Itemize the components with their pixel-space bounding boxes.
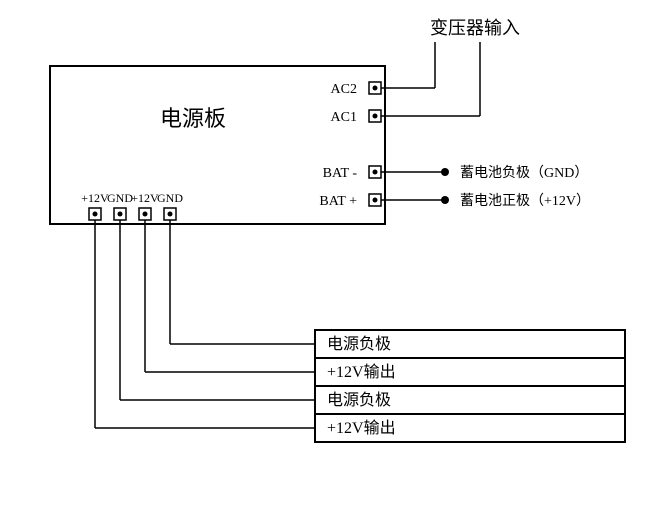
label-bat_minus: BAT - — [323, 166, 358, 181]
output-row-1-label: +12V输出 — [327, 363, 396, 381]
wire — [373, 170, 378, 175]
power-board-title: 电源板 — [160, 106, 226, 131]
terminal-ac1 — [369, 110, 381, 122]
label-bottom-t1: +12V — [81, 191, 109, 205]
wire — [373, 86, 378, 91]
terminal-bottom-t3 — [139, 208, 151, 220]
output-row-3-label: +12V输出 — [327, 419, 396, 437]
label-ac2: AC2 — [331, 82, 357, 97]
wire — [118, 212, 123, 217]
label-bottom-t3: +12V — [131, 191, 159, 205]
label-bottom-t4: GND — [157, 191, 183, 205]
terminal-bat_plus — [369, 194, 381, 206]
dot-bat-plus — [441, 196, 449, 204]
label-ac1: AC1 — [331, 110, 357, 125]
output-row-2-label: 电源负极 — [327, 391, 391, 409]
label-bat-minus-desc: 蓄电池负极（GND） — [460, 165, 588, 181]
terminal-bottom-t4 — [164, 208, 176, 220]
output-row-0-label: 电源负极 — [327, 335, 391, 353]
wire — [168, 212, 173, 217]
dot-bat-minus — [441, 168, 449, 176]
wire — [93, 212, 98, 217]
wire — [373, 114, 378, 119]
terminal-bottom-t1 — [89, 208, 101, 220]
wire — [373, 198, 378, 203]
terminal-ac2 — [369, 82, 381, 94]
terminal-bottom-t2 — [114, 208, 126, 220]
terminal-bat_minus — [369, 166, 381, 178]
transformer-input-label: 变压器输入 — [430, 18, 520, 38]
label-bottom-t2: GND — [107, 191, 133, 205]
wire — [143, 212, 148, 217]
label-bat_plus: BAT + — [319, 194, 357, 209]
label-bat-plus-desc: 蓄电池正极（+12V） — [460, 193, 590, 209]
